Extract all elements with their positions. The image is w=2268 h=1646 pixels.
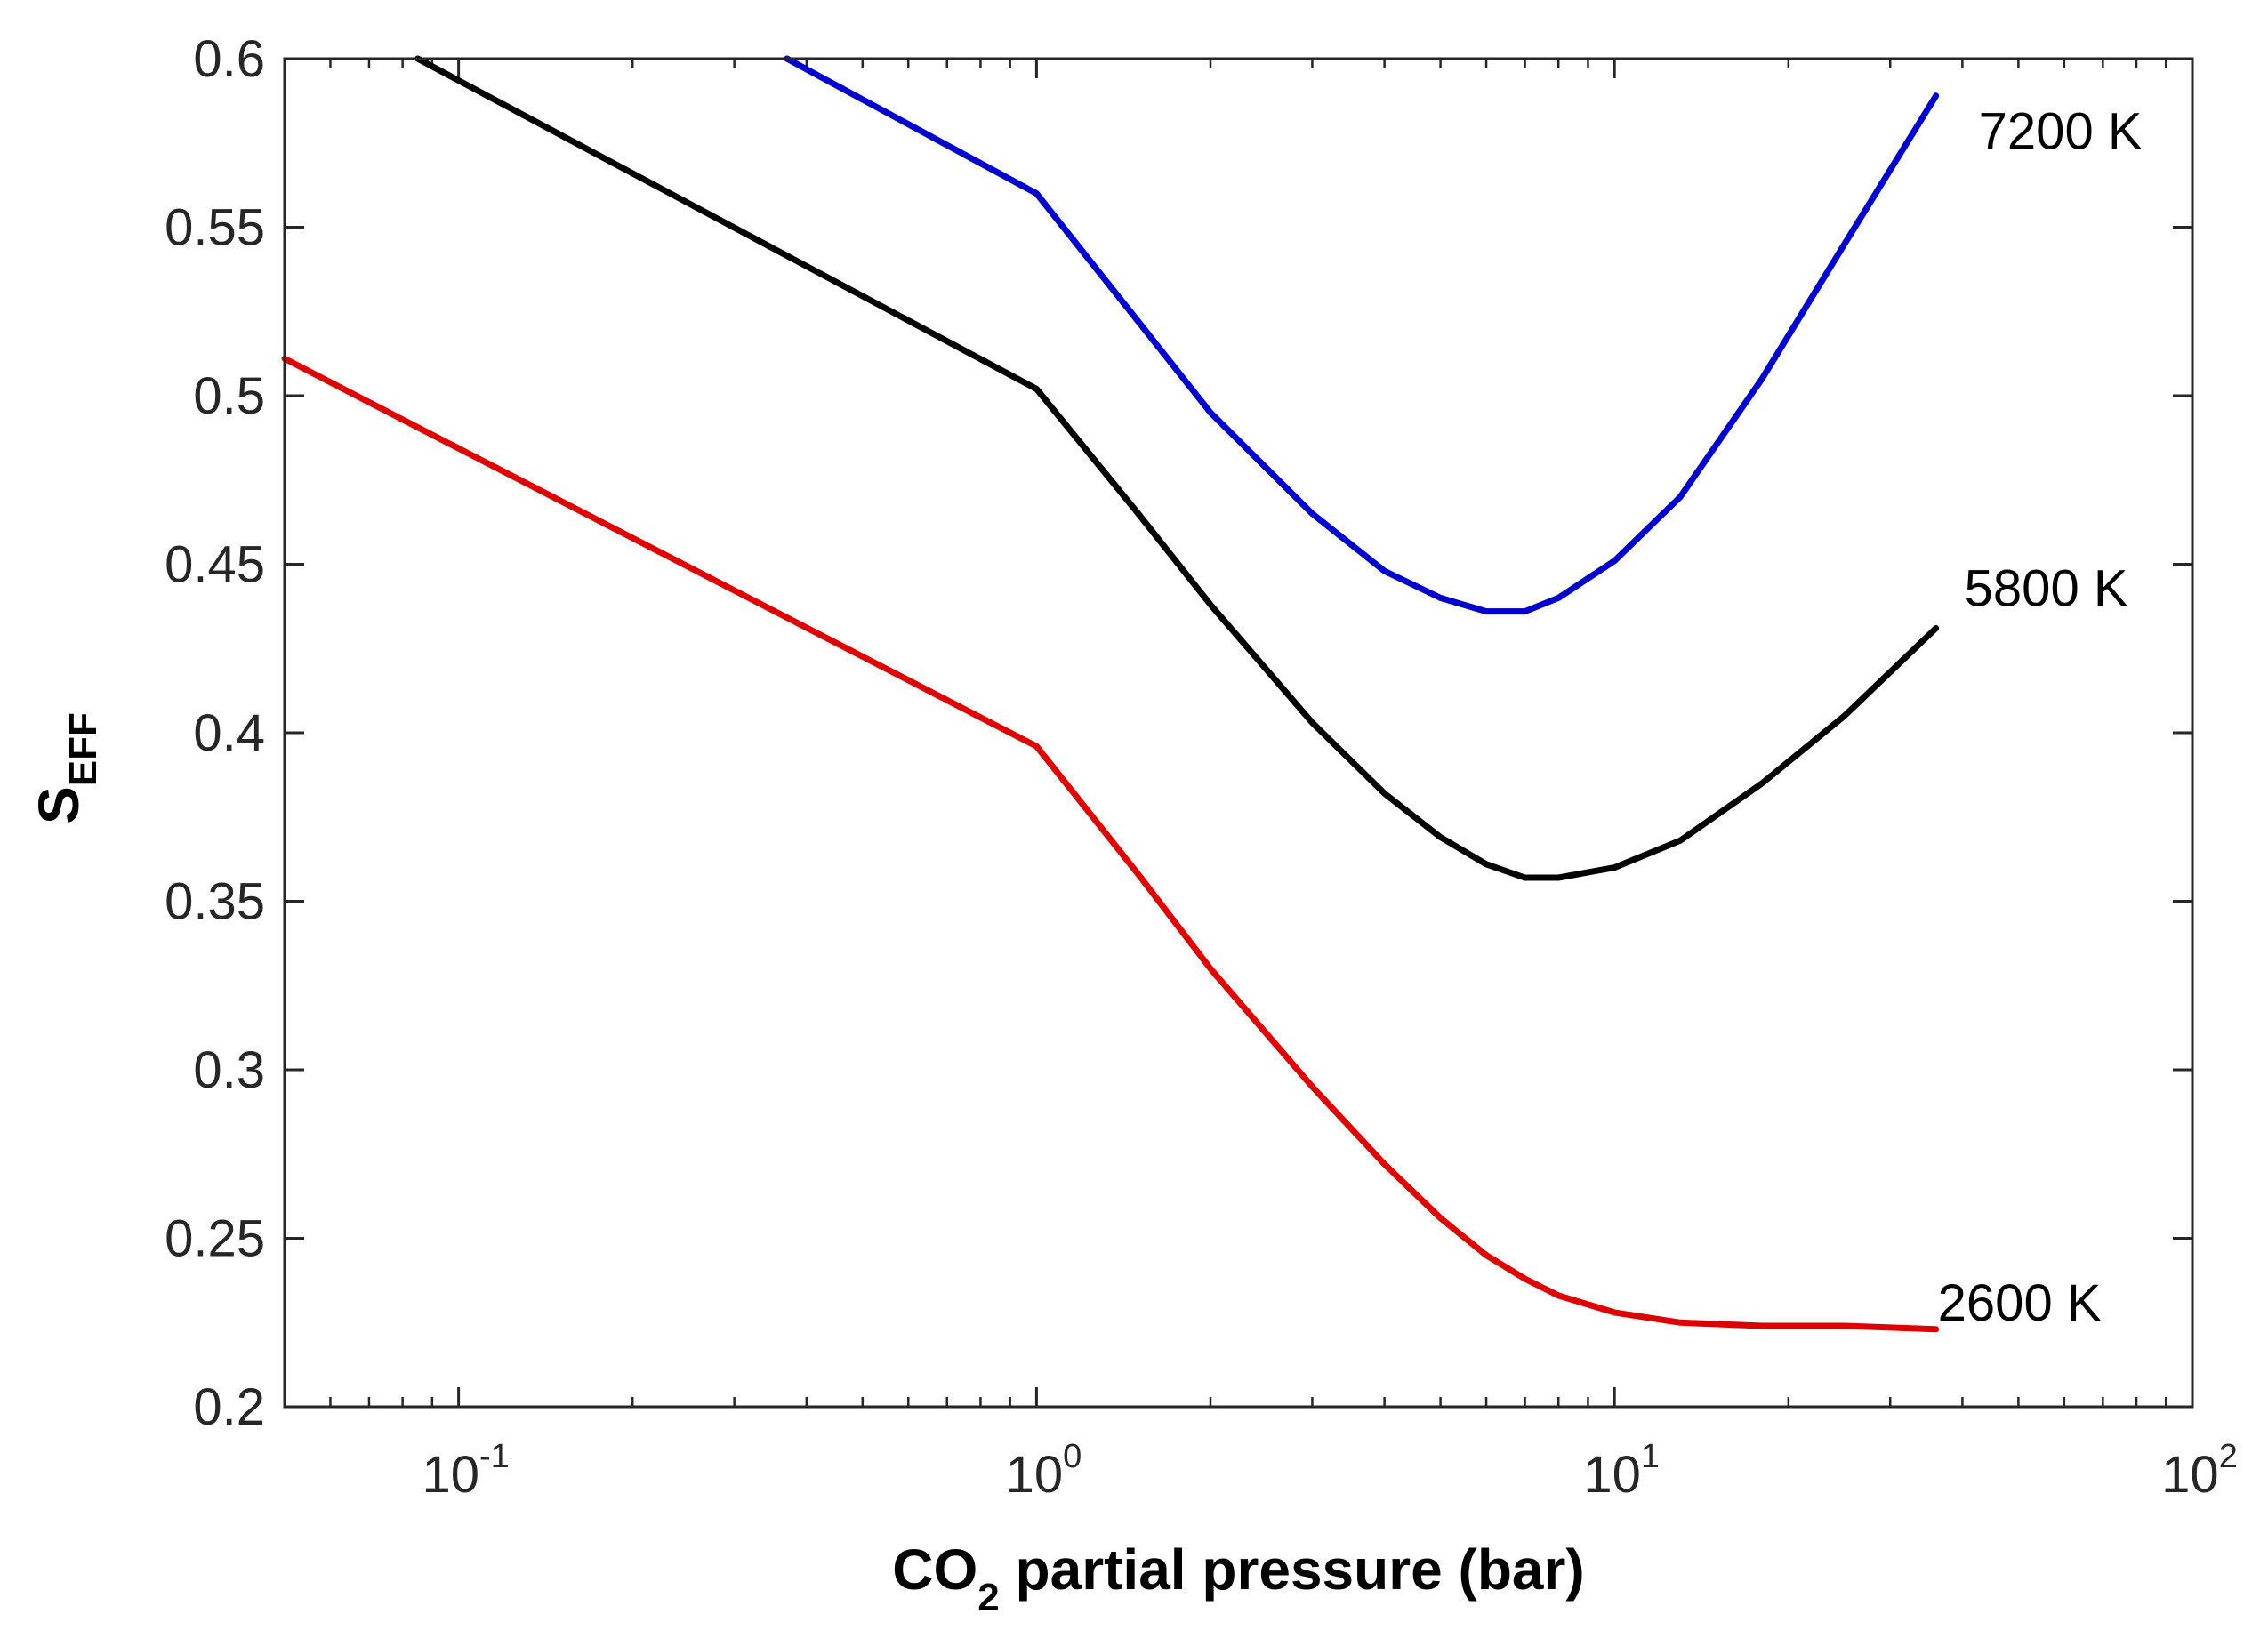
x-tick-label-base: 10 — [2161, 1446, 2219, 1504]
x-tick-label-exponent: -1 — [479, 1438, 510, 1475]
x-tick-label-exponent: 2 — [2219, 1438, 2238, 1475]
series-label-7200-k: 7200 K — [1979, 103, 2143, 161]
plot-frame — [283, 57, 2194, 1409]
x-tick-label: 10-1 — [422, 1438, 509, 1504]
x-tick-label-exponent: 1 — [1641, 1438, 1660, 1475]
series-line-5800-k — [414, 55, 1940, 881]
x-tick-label-base: 10 — [1583, 1446, 1641, 1504]
y-axis-title-sub: EFF — [61, 712, 105, 786]
series-layer — [281, 55, 1940, 1333]
y-axis-title-main: S — [27, 786, 91, 824]
x-axis-title-rest: partial pressure (bar) — [1000, 1538, 1585, 1602]
x-tick-label: 102 — [2161, 1438, 2238, 1504]
series-label-5800-k: 5800 K — [1965, 560, 2128, 618]
series-line-7200-k — [784, 55, 1940, 615]
y-tick-label: 0.4 — [193, 704, 265, 762]
x-axis-title: CO2 partial pressure (bar) — [892, 1538, 1584, 1619]
y-tick-label: 0.3 — [193, 1041, 265, 1099]
y-tick-label: 0.5 — [193, 367, 265, 425]
y-tick-label: 0.25 — [165, 1210, 265, 1268]
x-tick-label-exponent: 0 — [1063, 1438, 1082, 1475]
series-line-2600-k — [281, 355, 1940, 1333]
y-tick-label: 0.6 — [193, 30, 265, 88]
x-tick-label: 100 — [1006, 1438, 1082, 1504]
x-axis-title-sub: 2 — [977, 1576, 999, 1619]
x-tick-label: 101 — [1583, 1438, 1660, 1504]
y-tick-label: 0.55 — [165, 199, 265, 257]
series-label-2600-k: 2600 K — [1938, 1274, 2102, 1332]
x-tick-label-base: 10 — [1006, 1446, 1064, 1504]
y-tick-label: 0.2 — [193, 1378, 265, 1436]
y-tick-label: 0.45 — [165, 536, 265, 594]
x-axis-title-main: CO — [892, 1538, 977, 1602]
y-tick-label: 0.35 — [165, 873, 265, 931]
y-axis-title: SEFF — [27, 712, 105, 824]
x-tick-label-base: 10 — [422, 1446, 479, 1504]
labels-layer: 0.20.250.30.350.40.450.50.550.610-1 100 10… — [165, 30, 2238, 1504]
